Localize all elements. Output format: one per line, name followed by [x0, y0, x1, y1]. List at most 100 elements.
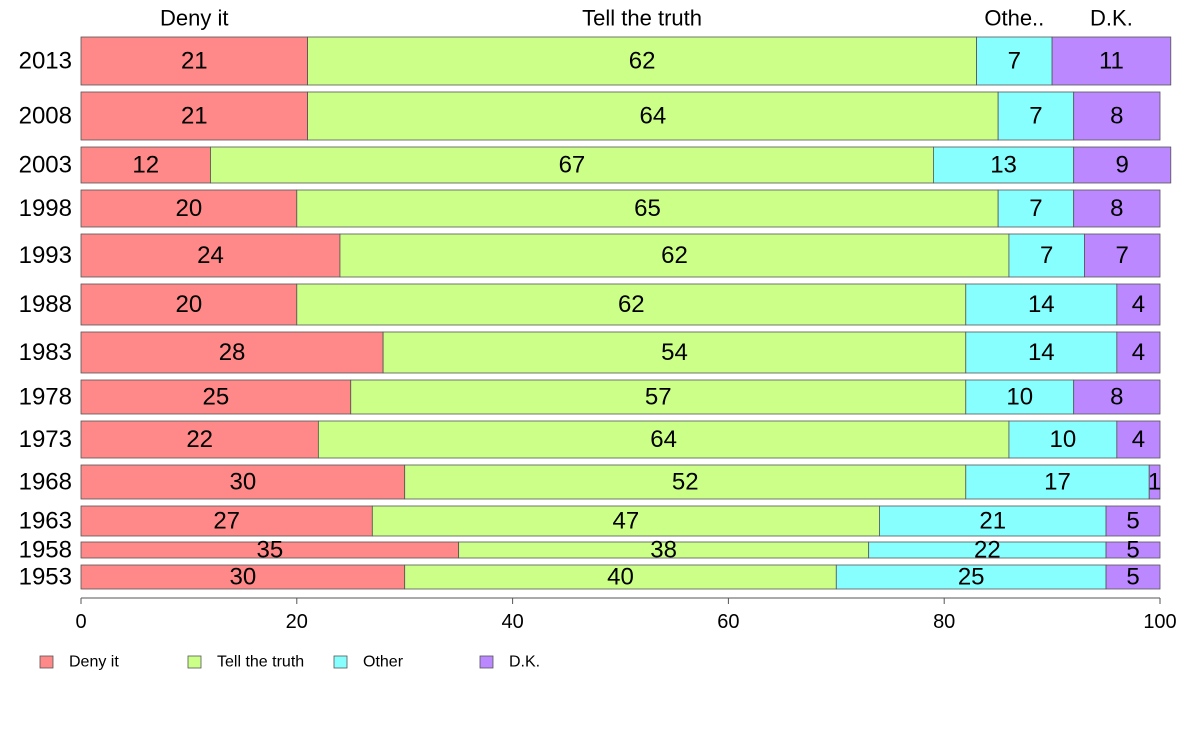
- bar-segment-1998-3: [1073, 189, 1161, 228]
- bar-value-label: 25: [203, 384, 230, 411]
- bar-value-label: 17: [1044, 469, 1071, 496]
- bar-segment-1988-3: [1116, 283, 1161, 326]
- category-label-1963: 1963: [19, 508, 72, 535]
- bar-value-label: 64: [640, 103, 667, 130]
- bar-segment-1968-1: [404, 464, 967, 500]
- bar-segment-2008-2: [997, 91, 1075, 141]
- bar-value-label: 8: [1110, 195, 1123, 222]
- bar-value-label: 38: [650, 537, 677, 564]
- bar-value-label: 22: [186, 426, 213, 453]
- legend-swatch-1: [187, 655, 202, 669]
- bar-value-label: 7: [1008, 48, 1021, 75]
- category-label-1988: 1988: [19, 291, 72, 318]
- bar-value-label: 10: [1006, 384, 1033, 411]
- x-tick-label: 80: [933, 611, 955, 633]
- bar-value-label: 25: [958, 564, 985, 591]
- bar-value-label: 4: [1132, 291, 1145, 318]
- category-label-1978: 1978: [19, 384, 72, 411]
- bar-value-label: 47: [613, 508, 640, 535]
- bar-segment-2013-2: [976, 36, 1053, 86]
- bar-segment-1998-0: [80, 189, 298, 228]
- bar-value-label: 1: [1148, 469, 1161, 496]
- bar-value-label: 40: [607, 564, 634, 591]
- bar-value-label: 54: [661, 339, 688, 366]
- bar-value-label: 5: [1126, 508, 1139, 535]
- bar-value-label: 4: [1132, 426, 1145, 453]
- bar-value-label: 11: [1099, 48, 1124, 75]
- category-label-2003: 2003: [19, 152, 72, 179]
- bar-value-label: 62: [629, 48, 656, 75]
- bar-segment-2013-1: [307, 36, 977, 86]
- bar-value-label: 7: [1116, 242, 1129, 269]
- bar-segment-1953-1: [404, 564, 837, 590]
- bar-value-label: 24: [197, 242, 224, 269]
- bar-segment-1993-3: [1084, 233, 1161, 278]
- bar-segment-1998-1: [296, 189, 999, 228]
- bar-value-label: 14: [1028, 291, 1055, 318]
- bar-value-label: 28: [219, 339, 246, 366]
- bar-segment-1988-1: [296, 283, 967, 326]
- legend-swatch-0: [39, 655, 54, 669]
- bar-segment-1978-0: [80, 379, 352, 415]
- bar-value-label: 13: [990, 152, 1017, 179]
- bar-segment-2003-3: [1073, 146, 1172, 184]
- category-label-2013: 2013: [19, 48, 72, 75]
- column-header-2: Othe..: [984, 6, 1044, 31]
- bar-segment-1973-2: [1008, 420, 1118, 459]
- bar-value-label: 5: [1126, 564, 1139, 591]
- bar-value-label: 8: [1110, 103, 1123, 130]
- x-tick-label: 20: [286, 611, 308, 633]
- bar-segment-2008-0: [80, 91, 308, 141]
- category-label-1973: 1973: [19, 426, 72, 453]
- column-header-3: D.K.: [1090, 6, 1133, 31]
- legend-label-3: D.K.: [509, 654, 540, 671]
- column-header-0: Deny it: [160, 6, 228, 31]
- category-label-1968: 1968: [19, 469, 72, 496]
- bar-segment-1988-2: [965, 283, 1118, 326]
- bar-value-label: 21: [181, 103, 208, 130]
- bar-value-label: 12: [132, 152, 159, 179]
- bar-segment-2008-1: [307, 91, 999, 141]
- bar-value-label: 7: [1029, 195, 1042, 222]
- bar-value-label: 21: [181, 48, 208, 75]
- bar-segment-2008-3: [1073, 91, 1161, 141]
- bar-segment-1983-3: [1116, 331, 1161, 374]
- bar-segment-1953-2: [835, 564, 1107, 590]
- bar-segment-1973-3: [1116, 420, 1161, 459]
- bar-segment-1988-0: [80, 283, 298, 326]
- bar-value-label: 14: [1028, 339, 1055, 366]
- bar-segment-1968-3: [1148, 464, 1161, 500]
- bar-segment-1963-2: [879, 505, 1107, 537]
- category-label-2008: 2008: [19, 103, 72, 130]
- x-tick-label: 100: [1143, 611, 1176, 633]
- bar-value-label: 62: [618, 291, 645, 318]
- bar-value-label: 10: [1050, 426, 1077, 453]
- bar-value-label: 7: [1029, 103, 1042, 130]
- bar-segment-1983-0: [80, 331, 384, 374]
- bar-segment-1958-3: [1105, 541, 1161, 559]
- x-tick-label: 40: [501, 611, 523, 633]
- legend-label-0: Deny it: [69, 654, 119, 671]
- bar-value-label: 4: [1132, 339, 1145, 366]
- bar-segment-1953-3: [1105, 564, 1161, 590]
- category-label-1993: 1993: [19, 242, 72, 269]
- x-tick-label: 60: [717, 611, 739, 633]
- legend-label-2: Other: [363, 654, 404, 671]
- bar-segment-1973-1: [317, 420, 1010, 459]
- bar-value-label: 65: [634, 195, 661, 222]
- bar-value-label: 7: [1040, 242, 1053, 269]
- column-header-1: Tell the truth: [582, 6, 702, 31]
- bar-segment-1983-2: [965, 331, 1118, 374]
- bar-segment-1993-0: [80, 233, 341, 278]
- bar-value-label: 35: [256, 537, 283, 564]
- bar-segment-2013-3: [1051, 36, 1172, 86]
- category-label-1998: 1998: [19, 195, 72, 222]
- bar-value-label: 5: [1126, 537, 1139, 564]
- bar-value-label: 57: [645, 384, 672, 411]
- bar-segment-1978-2: [965, 379, 1075, 415]
- bar-value-label: 52: [672, 469, 699, 496]
- bar-segment-2003-1: [210, 146, 934, 184]
- bar-value-label: 64: [650, 426, 677, 453]
